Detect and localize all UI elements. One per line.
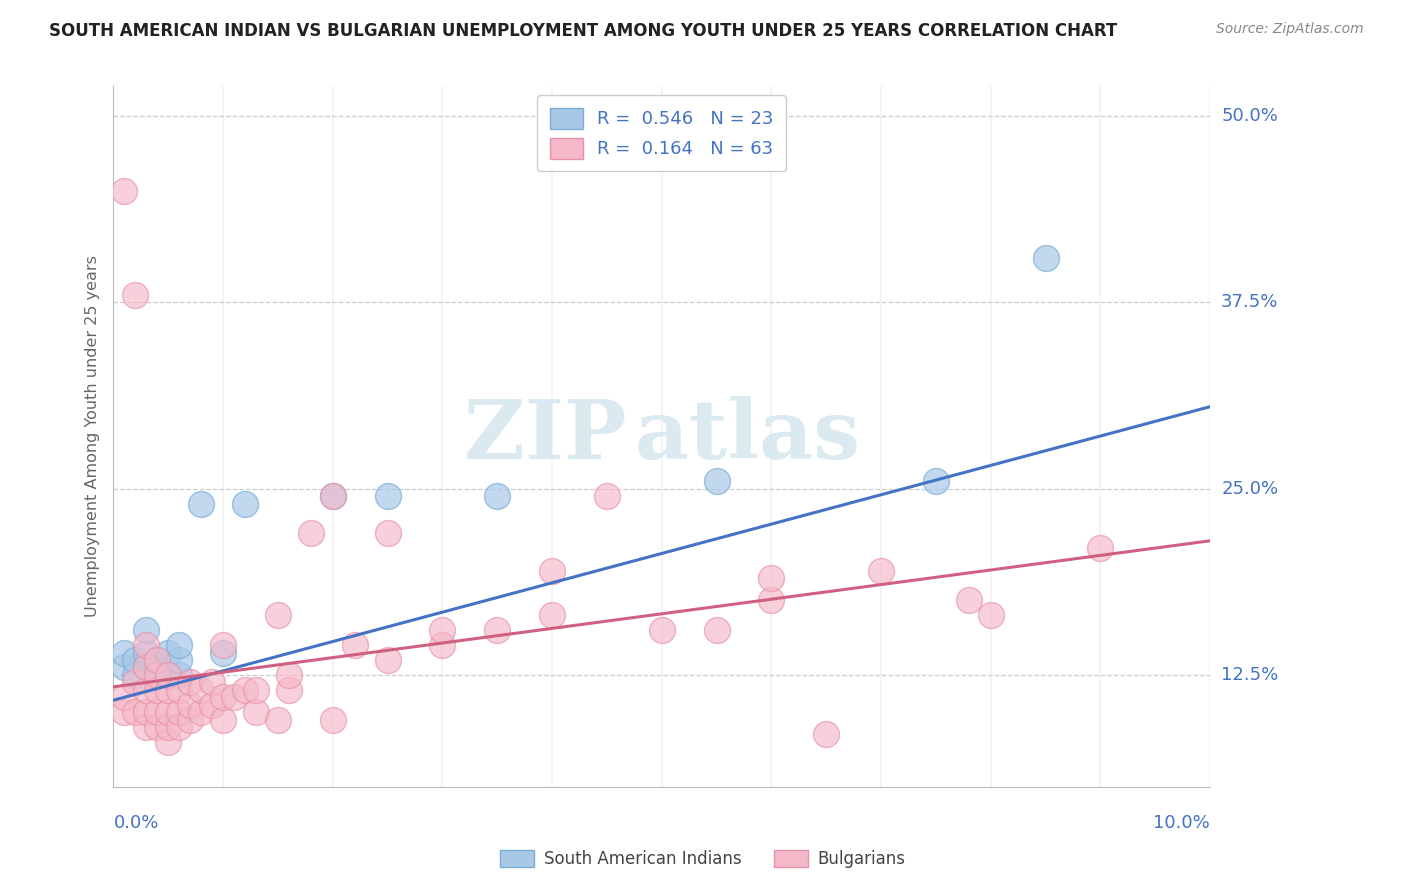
Point bbox=[169, 653, 191, 667]
Point bbox=[124, 653, 146, 667]
Point bbox=[179, 675, 201, 690]
Point bbox=[114, 690, 136, 705]
Point bbox=[278, 682, 301, 697]
Point bbox=[169, 705, 191, 719]
Point bbox=[114, 660, 136, 674]
Point bbox=[124, 288, 146, 302]
Point bbox=[190, 497, 212, 511]
Point bbox=[541, 608, 564, 623]
Point bbox=[432, 623, 454, 637]
Text: SOUTH AMERICAN INDIAN VS BULGARIAN UNEMPLOYMENT AMONG YOUTH UNDER 25 YEARS CORRE: SOUTH AMERICAN INDIAN VS BULGARIAN UNEMP… bbox=[49, 22, 1118, 40]
Point bbox=[114, 705, 136, 719]
Point bbox=[925, 474, 948, 488]
Point bbox=[870, 564, 893, 578]
Text: 37.5%: 37.5% bbox=[1222, 293, 1278, 311]
Point bbox=[322, 489, 344, 503]
Point bbox=[706, 623, 728, 637]
Point bbox=[124, 675, 146, 690]
Point bbox=[233, 682, 256, 697]
Point bbox=[267, 608, 290, 623]
Point bbox=[146, 705, 169, 719]
Point bbox=[377, 489, 399, 503]
Point bbox=[157, 682, 180, 697]
Point bbox=[377, 526, 399, 541]
Point bbox=[432, 638, 454, 652]
Point bbox=[135, 638, 157, 652]
Point bbox=[169, 682, 191, 697]
Point bbox=[157, 720, 180, 734]
Point bbox=[761, 571, 783, 585]
Point bbox=[169, 638, 191, 652]
Point bbox=[322, 489, 344, 503]
Point bbox=[146, 720, 169, 734]
Point bbox=[135, 623, 157, 637]
Point bbox=[146, 653, 169, 667]
Point bbox=[135, 660, 157, 674]
Point bbox=[245, 682, 267, 697]
Point bbox=[201, 675, 224, 690]
Text: 12.5%: 12.5% bbox=[1222, 666, 1278, 684]
Text: 25.0%: 25.0% bbox=[1222, 480, 1278, 498]
Point bbox=[179, 698, 201, 712]
Point bbox=[233, 497, 256, 511]
Point bbox=[651, 623, 673, 637]
Point bbox=[596, 489, 619, 503]
Point bbox=[212, 646, 235, 660]
Point bbox=[190, 682, 212, 697]
Point bbox=[114, 646, 136, 660]
Point bbox=[486, 623, 509, 637]
Point bbox=[157, 668, 180, 682]
Point bbox=[157, 735, 180, 749]
Point bbox=[1090, 541, 1112, 556]
Legend: South American Indians, Bulgarians: South American Indians, Bulgarians bbox=[494, 843, 912, 875]
Point bbox=[146, 660, 169, 674]
Point bbox=[169, 720, 191, 734]
Point bbox=[157, 646, 180, 660]
Point bbox=[201, 698, 224, 712]
Point bbox=[957, 593, 980, 607]
Point bbox=[179, 713, 201, 727]
Point bbox=[135, 705, 157, 719]
Point bbox=[135, 720, 157, 734]
Point bbox=[135, 682, 157, 697]
Y-axis label: Unemployment Among Youth under 25 years: Unemployment Among Youth under 25 years bbox=[86, 255, 100, 617]
Point bbox=[706, 474, 728, 488]
Point bbox=[135, 646, 157, 660]
Point bbox=[322, 713, 344, 727]
Point bbox=[114, 184, 136, 198]
Text: ZIP atlas: ZIP atlas bbox=[464, 396, 859, 476]
Point bbox=[299, 526, 322, 541]
Point bbox=[157, 668, 180, 682]
Point bbox=[245, 705, 267, 719]
Point bbox=[124, 705, 146, 719]
Point bbox=[212, 713, 235, 727]
Point bbox=[157, 705, 180, 719]
Point bbox=[135, 660, 157, 674]
Point bbox=[146, 653, 169, 667]
Point bbox=[761, 593, 783, 607]
Point bbox=[980, 608, 1002, 623]
Point bbox=[377, 653, 399, 667]
Point bbox=[212, 638, 235, 652]
Text: 50.0%: 50.0% bbox=[1222, 107, 1278, 125]
Point bbox=[146, 682, 169, 697]
Point bbox=[343, 638, 366, 652]
Text: 0.0%: 0.0% bbox=[114, 814, 159, 832]
Point bbox=[212, 690, 235, 705]
Point bbox=[267, 713, 290, 727]
Point bbox=[124, 668, 146, 682]
Point bbox=[190, 705, 212, 719]
Point bbox=[224, 690, 246, 705]
Point bbox=[815, 727, 838, 741]
Point bbox=[541, 564, 564, 578]
Text: Source: ZipAtlas.com: Source: ZipAtlas.com bbox=[1216, 22, 1364, 37]
Point bbox=[169, 668, 191, 682]
Point bbox=[1035, 251, 1057, 265]
Point bbox=[146, 668, 169, 682]
Point bbox=[278, 668, 301, 682]
Text: 10.0%: 10.0% bbox=[1153, 814, 1211, 832]
Legend: R =  0.546   N = 23, R =  0.164   N = 63: R = 0.546 N = 23, R = 0.164 N = 63 bbox=[537, 95, 786, 171]
Point bbox=[486, 489, 509, 503]
